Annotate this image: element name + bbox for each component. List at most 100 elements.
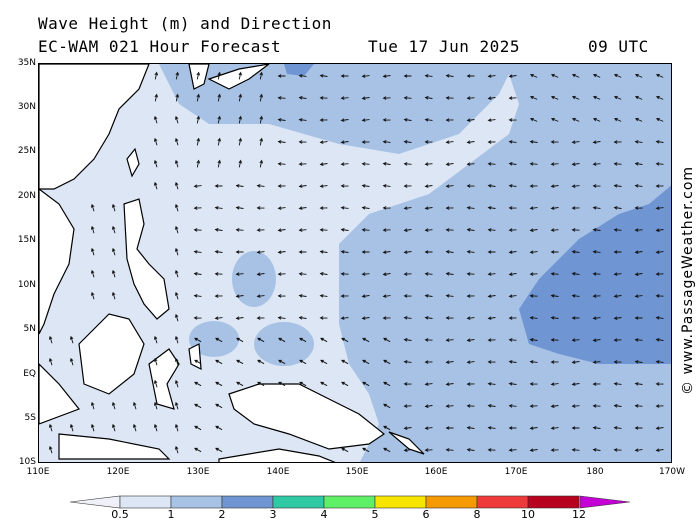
direction-arrow	[529, 294, 538, 298]
direction-arrow	[154, 71, 159, 80]
direction-arrow	[634, 382, 643, 386]
direction-arrow	[194, 403, 202, 409]
direction-arrow	[340, 74, 349, 78]
direction-arrow	[550, 117, 559, 122]
wave-height-map	[38, 63, 672, 463]
landmass-group	[39, 64, 425, 462]
legend-cell	[221, 495, 274, 509]
direction-arrow	[340, 206, 349, 210]
direction-arrow	[235, 316, 244, 320]
direction-arrow	[341, 447, 349, 453]
direction-arrow	[508, 161, 517, 166]
direction-arrow	[341, 337, 349, 343]
legend-label: 8	[473, 508, 481, 521]
direction-arrow	[298, 250, 307, 254]
direction-arrow	[298, 228, 307, 232]
direction-arrow	[550, 338, 559, 342]
direction-arrow	[111, 423, 116, 432]
direction-arrow	[382, 316, 391, 320]
direction-arrow	[634, 161, 643, 166]
direction-arrow	[634, 140, 643, 144]
land-korea	[188, 64, 210, 90]
direction-arrow	[613, 382, 622, 386]
direction-arrow	[193, 206, 202, 210]
direction-arrow	[319, 271, 328, 276]
direction-arrow	[445, 448, 454, 452]
direction-arrow	[174, 401, 179, 410]
direction-arrow	[634, 228, 643, 232]
direction-arrow	[487, 360, 496, 364]
direction-arrow	[613, 294, 622, 298]
direction-arrow	[193, 316, 202, 320]
sea-pocket	[189, 321, 239, 357]
sea-2-3m	[284, 64, 314, 76]
direction-arrow	[174, 203, 179, 212]
direction-arrow	[508, 96, 517, 100]
legend-label: 12	[572, 508, 586, 521]
direction-arrow	[69, 335, 74, 344]
direction-arrow	[424, 228, 433, 232]
direction-arrow	[319, 316, 328, 320]
direction-arrow	[235, 250, 244, 254]
direction-arrow	[613, 403, 622, 408]
direction-arrow	[403, 448, 412, 453]
direction-arrow	[550, 360, 559, 364]
direction-arrow	[259, 71, 264, 80]
direction-arrow	[466, 316, 475, 320]
direction-arrow	[571, 184, 580, 188]
direction-arrow	[466, 184, 475, 188]
direction-arrow	[196, 159, 201, 168]
direction-arrow	[217, 159, 222, 168]
lat-label: 30N	[17, 102, 36, 112]
land-halmahera	[188, 343, 202, 371]
direction-arrow	[403, 316, 412, 320]
direction-arrow	[382, 272, 391, 277]
direction-arrow	[362, 337, 370, 343]
direction-arrow	[214, 294, 223, 298]
direction-arrow	[655, 337, 664, 342]
direction-arrow	[445, 140, 454, 144]
legend-cell	[170, 495, 223, 509]
direction-arrow	[217, 115, 222, 124]
direction-arrow	[508, 360, 517, 364]
direction-arrow	[277, 184, 286, 188]
land-borneo	[78, 313, 145, 395]
direction-arrow	[592, 404, 601, 408]
direction-arrow	[174, 335, 179, 344]
legend-label: 2	[218, 508, 226, 521]
direction-arrow	[217, 93, 222, 102]
direction-arrow	[235, 294, 244, 298]
direction-arrow	[193, 271, 202, 276]
legend-cells	[119, 495, 580, 509]
legend-cell	[323, 495, 376, 509]
direction-arrow	[445, 338, 454, 342]
direction-arrow	[256, 206, 265, 210]
direction-arrow	[90, 401, 95, 410]
direction-arrow	[319, 96, 328, 100]
direction-arrow	[529, 448, 538, 452]
direction-arrow	[466, 272, 475, 276]
direction-arrow	[214, 227, 223, 232]
direction-arrow	[550, 162, 559, 166]
direction-arrow	[655, 448, 664, 452]
direction-arrow	[403, 184, 412, 188]
direction-arrow	[487, 74, 496, 78]
direction-arrow	[382, 206, 391, 210]
direction-arrow	[466, 360, 475, 364]
legend-label: 4	[320, 508, 328, 521]
direction-arrow	[571, 162, 580, 167]
direction-arrow	[508, 404, 517, 408]
direction-arrow	[550, 426, 559, 430]
direction-arrow	[487, 162, 496, 166]
direction-arrow	[634, 404, 643, 408]
direction-arrow	[319, 74, 328, 78]
direction-arrow	[508, 448, 517, 452]
direction-arrow	[259, 137, 264, 146]
direction-arrow	[424, 118, 433, 122]
direction-arrow	[235, 272, 244, 276]
legend-label: 6	[422, 508, 430, 521]
direction-arrow	[194, 381, 202, 387]
direction-arrow	[529, 316, 538, 320]
direction-arrow	[194, 425, 202, 431]
direction-arrow	[592, 162, 601, 166]
